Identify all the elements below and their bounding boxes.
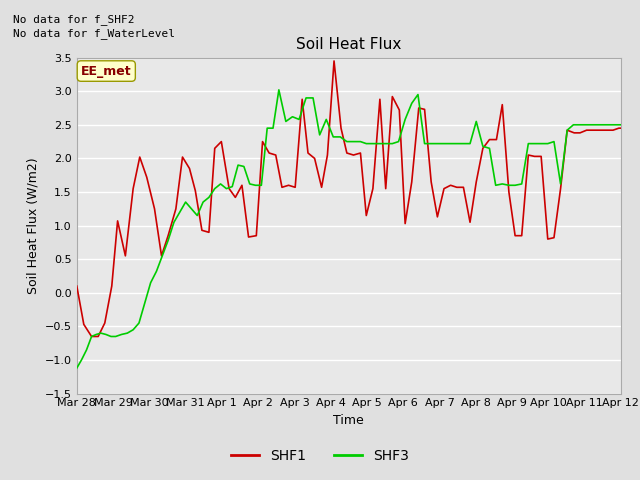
Title: Soil Heat Flux: Soil Heat Flux [296, 37, 401, 52]
X-axis label: Time: Time [333, 414, 364, 427]
Legend: SHF1, SHF3: SHF1, SHF3 [226, 443, 414, 468]
Y-axis label: Soil Heat Flux (W/m2): Soil Heat Flux (W/m2) [26, 157, 40, 294]
Text: No data for f_SHF2: No data for f_SHF2 [13, 13, 134, 24]
Text: EE_met: EE_met [81, 64, 132, 78]
Text: No data for f_WaterLevel: No data for f_WaterLevel [13, 28, 175, 39]
